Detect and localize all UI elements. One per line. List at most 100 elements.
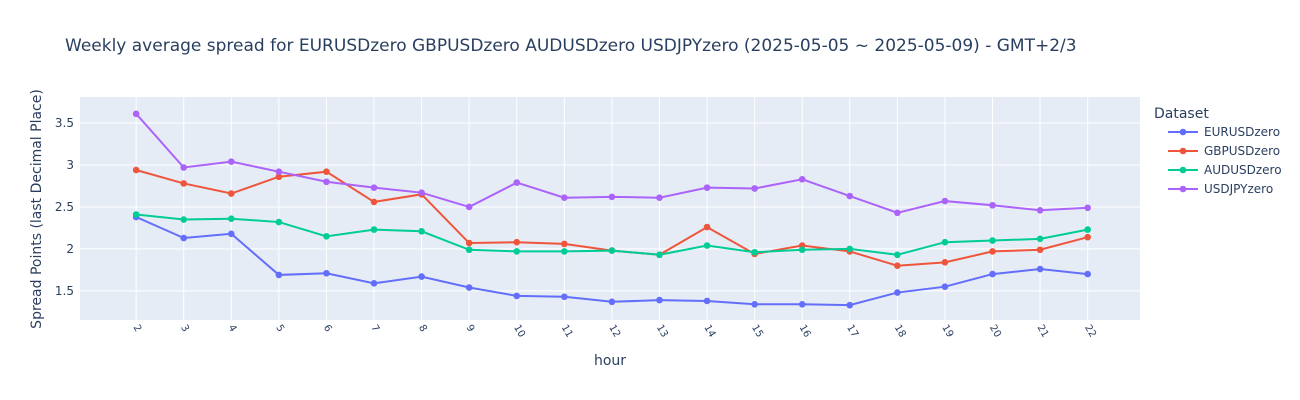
data-point: [656, 194, 663, 202]
data-point: [941, 238, 949, 246]
data-point: [798, 175, 806, 183]
data-point: [941, 197, 949, 205]
data-point: [894, 262, 901, 269]
x-axis-title: hour: [594, 353, 626, 369]
data-point: [513, 248, 521, 255]
data-point: [275, 271, 283, 279]
x-tick-label: 3: [178, 323, 191, 334]
data-point: [989, 237, 996, 244]
legend-title: Dataset: [1154, 106, 1209, 122]
data-point: [1036, 246, 1044, 254]
data-point: [751, 301, 758, 308]
data-point: [465, 239, 473, 247]
series-group: [132, 110, 1091, 309]
data-point: [1036, 265, 1044, 273]
data-point: [227, 230, 235, 238]
legend-swatch-marker: [1179, 166, 1187, 174]
data-point: [513, 292, 521, 300]
data-point: [275, 173, 283, 181]
y-axis-title: Spread Points (last Decimal Place): [29, 89, 45, 329]
plot-area: [80, 97, 1140, 320]
data-point: [846, 245, 854, 253]
data-point: [275, 218, 283, 226]
data-point: [465, 203, 473, 211]
data-point: [323, 269, 330, 277]
data-point: [132, 211, 140, 218]
data-point: [275, 168, 283, 175]
data-point: [608, 247, 616, 254]
data-point: [1036, 235, 1044, 243]
data-point: [418, 273, 425, 280]
data-point: [941, 283, 949, 290]
data-point: [132, 166, 140, 174]
data-point: [703, 242, 711, 249]
x-tick-label: 6: [321, 323, 334, 334]
y-tick-label: 3: [66, 158, 74, 172]
data-point: [894, 289, 901, 296]
data-point: [180, 216, 188, 223]
legend-label: GBPUSDzero: [1204, 144, 1280, 158]
data-point: [323, 233, 330, 240]
legend-label: AUDUSDzero: [1204, 163, 1282, 177]
data-point: [846, 192, 854, 200]
legend-swatch-marker: [1179, 185, 1187, 193]
data-point: [513, 179, 521, 186]
data-point: [798, 246, 806, 254]
data-point: [418, 189, 425, 196]
data-point: [608, 298, 616, 306]
data-point: [751, 248, 758, 256]
data-point: [894, 251, 901, 259]
y-tick-label: 2: [66, 242, 74, 256]
data-point: [418, 227, 425, 235]
data-point: [465, 284, 473, 291]
y-axis-ticks: 1.5 2 2.5 3 3.5: [55, 116, 74, 298]
data-point: [1036, 207, 1044, 214]
data-point: [561, 248, 568, 255]
data-point: [751, 185, 758, 192]
data-point: [227, 190, 235, 197]
data-point: [608, 193, 616, 201]
x-tick-label: 4: [226, 323, 239, 334]
data-point: [370, 198, 378, 206]
data-point: [798, 301, 806, 308]
data-point: [180, 180, 188, 187]
data-point: [656, 251, 663, 259]
data-point: [227, 215, 235, 222]
y-tick-label: 3.5: [55, 116, 74, 130]
legend: EURUSDzero GBPUSDzero AUDUSDzero USDJPYzero: [1168, 125, 1282, 196]
data-point: [1084, 226, 1091, 233]
data-point: [132, 110, 140, 118]
data-point: [1084, 233, 1091, 241]
data-point: [465, 246, 473, 254]
data-point: [703, 297, 711, 305]
data-point: [656, 296, 663, 304]
legend-swatch-marker: [1179, 128, 1187, 136]
chart-title: Weekly average spread for EURUSDzero GBP…: [65, 36, 1077, 56]
data-point: [561, 240, 568, 248]
x-tick-label: 5: [273, 323, 286, 334]
data-point: [989, 201, 996, 209]
data-point: [703, 184, 711, 191]
data-point: [561, 293, 568, 301]
data-point: [989, 248, 996, 255]
data-point: [370, 280, 378, 287]
data-point: [323, 168, 330, 175]
x-tick-label: 7: [368, 323, 381, 334]
data-point: [846, 301, 854, 309]
data-point: [703, 223, 711, 231]
legend-label: USDJPYzero: [1204, 182, 1273, 196]
data-point: [227, 158, 235, 165]
data-point: [323, 178, 330, 186]
data-point: [180, 164, 188, 171]
x-tick-label: 8: [416, 323, 429, 334]
data-point: [1084, 204, 1091, 212]
data-point: [180, 234, 188, 242]
x-tick-label: 9: [464, 323, 477, 334]
data-point: [941, 259, 949, 266]
data-point: [370, 184, 378, 191]
y-tick-label: 2.5: [55, 200, 74, 214]
data-point: [513, 238, 521, 246]
data-point: [989, 270, 996, 278]
legend-label: EURUSDzero: [1204, 125, 1280, 139]
